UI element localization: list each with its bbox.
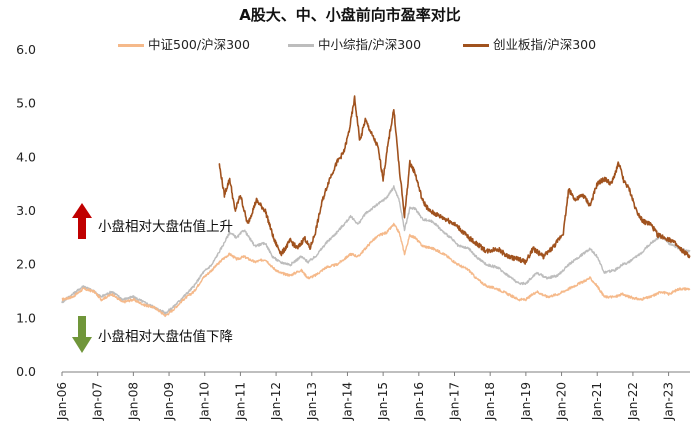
x-tick-label: Jan-12 <box>269 382 283 421</box>
series-line-zz500 <box>61 222 691 318</box>
legend-swatch-zz500 <box>118 44 144 47</box>
legend-swatch-cyb <box>463 44 489 47</box>
x-tick-label: Jan-19 <box>519 382 533 421</box>
x-tick-label: Jan-06 <box>55 382 69 421</box>
annotation-down: 小盘相对大盘估值下降 <box>72 316 233 353</box>
legend-swatch-zxb <box>288 44 314 47</box>
x-tick-label: Jan-07 <box>91 382 105 421</box>
x-axis: Jan-06 Jan-07 Jan-08 Jan-09 Jan-10 Jan-11 Jan-… <box>55 371 690 421</box>
down-arrow-icon <box>72 316 92 353</box>
x-tick-label: Jan-18 <box>483 382 497 421</box>
legend-item-cyb: 创业板指/沪深300 <box>463 34 596 53</box>
y-tick-label: 4.0 <box>16 149 36 164</box>
x-tick-label: Jan-09 <box>162 382 176 421</box>
x-tick-label: Jan-14 <box>340 382 354 421</box>
annotation-down-text: 小盘相对大盘估值下降 <box>98 328 233 345</box>
y-tick-label: 5.0 <box>16 96 36 111</box>
series-line-zxb <box>61 185 691 315</box>
legend-label-zxb: 中小综指/沪深300 <box>318 37 422 52</box>
x-tick-label: Jan-16 <box>412 382 426 421</box>
x-tick-label: Jan-21 <box>590 382 604 421</box>
x-tick-label: Jan-22 <box>626 382 640 421</box>
y-tick-label: 6.0 <box>16 42 36 57</box>
y-tick-label: 1.0 <box>16 310 36 325</box>
legend-item-zz500: 中证500/沪深300 <box>118 34 250 53</box>
y-tick-label: 0.0 <box>16 364 36 379</box>
legend: 中证500/沪深300 中小综指/沪深300 创业板指/沪深300 <box>118 34 678 56</box>
y-tick-label: 2.0 <box>16 257 36 272</box>
annotation-up: 小盘相对大盘估值上升 <box>72 203 233 239</box>
legend-label-cyb: 创业板指/沪深300 <box>493 37 597 52</box>
x-tick-label: Jan-08 <box>126 382 140 421</box>
series-line-cyb <box>218 95 691 265</box>
chart-title: A股大、中、小盘前向市盈率对比 <box>239 6 461 24</box>
x-tick-label: Jan-13 <box>305 382 319 421</box>
x-tick-label: Jan-20 <box>555 382 569 421</box>
y-tick-label: 3.0 <box>16 203 36 218</box>
x-tick-label: Jan-10 <box>198 382 212 421</box>
annotation-up-text: 小盘相对大盘估值上升 <box>98 218 233 235</box>
y-axis: 0.0 1.0 2.0 3.0 4.0 5.0 6.0 <box>16 42 36 379</box>
legend-item-zxb: 中小综指/沪深300 <box>288 34 421 53</box>
up-arrow-icon <box>72 203 92 239</box>
x-tick-label: Jan-17 <box>448 382 462 421</box>
legend-label-zz500: 中证500/沪深300 <box>148 37 250 52</box>
x-tick-label: Jan-11 <box>233 382 247 421</box>
x-tick-label: Jan-23 <box>662 382 676 421</box>
series-layer <box>61 95 691 318</box>
x-tick-label: Jan-15 <box>376 382 390 421</box>
